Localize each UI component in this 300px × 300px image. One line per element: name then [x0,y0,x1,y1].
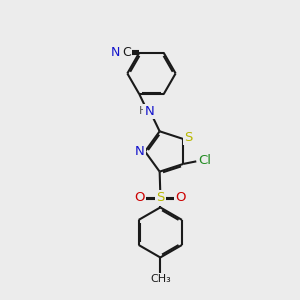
Text: CH₃: CH₃ [150,274,171,284]
Text: N: N [111,46,121,59]
Text: S: S [156,191,164,204]
Text: O: O [176,191,186,204]
Text: Cl: Cl [198,154,211,167]
Text: C: C [122,46,131,59]
Text: O: O [134,191,145,204]
Text: N: N [135,145,145,158]
Text: N: N [145,105,154,118]
Text: S: S [184,131,193,144]
Text: H: H [139,106,147,116]
